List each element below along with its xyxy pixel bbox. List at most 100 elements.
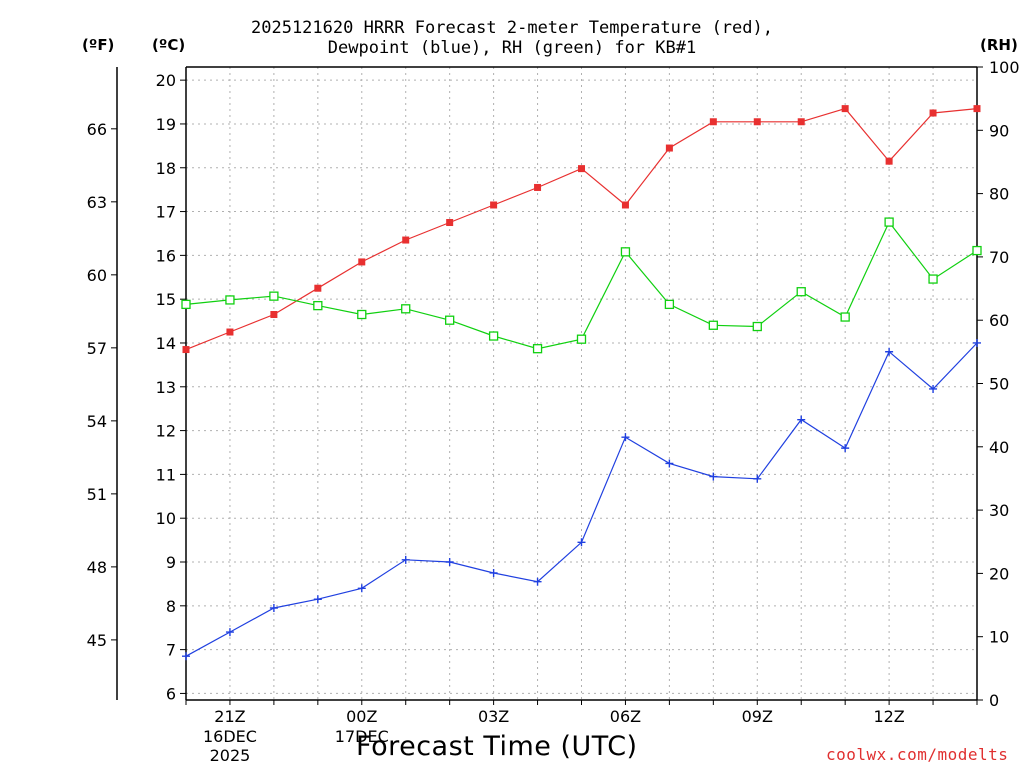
chart-title-line1: 2025121620 HRRR Forecast 2-meter Tempera… <box>251 18 773 38</box>
source-credit: coolwx.com/modelts <box>826 745 1009 764</box>
temperature-point <box>226 328 234 336</box>
temperature-point <box>578 165 585 173</box>
temperature-point <box>490 201 498 209</box>
celsius-tick-label: 6 <box>166 684 176 703</box>
rh-tick-label: 90 <box>989 121 1009 140</box>
fahrenheit-tick-label: 63 <box>87 193 107 212</box>
rh-tick-label: 40 <box>989 438 1009 457</box>
rh-tick-label: 50 <box>989 375 1009 394</box>
rh-point <box>401 304 411 314</box>
x-tick-date-label: 17DEC <box>335 727 389 746</box>
fahrenheit-axis-label: (ºF) <box>82 36 115 54</box>
rh-point <box>225 295 235 305</box>
rh-point <box>708 320 718 330</box>
rh-tick-label: 30 <box>989 501 1009 520</box>
rh-tick-label: 70 <box>989 248 1009 267</box>
dewpoint-point <box>225 628 234 637</box>
fahrenheit-tick-label: 57 <box>87 339 107 358</box>
fahrenheit-tick-label: 66 <box>87 120 107 139</box>
temperature-point <box>665 144 673 152</box>
temperature-point <box>270 311 278 319</box>
rh-point <box>313 300 323 311</box>
x-tick-year-label: 2025 <box>210 746 251 765</box>
temperature-point <box>402 236 410 244</box>
rh-point <box>488 331 499 341</box>
rh-tick-label: 80 <box>989 185 1009 204</box>
celsius-tick-label: 20 <box>156 71 176 90</box>
x-tick-label: 21Z <box>214 707 245 726</box>
celsius-tick-label: 18 <box>156 159 176 178</box>
fahrenheit-tick-label: 54 <box>87 412 107 431</box>
dewpoint-point <box>841 444 850 453</box>
temperature-point <box>534 183 542 191</box>
celsius-tick-label: 11 <box>156 465 176 484</box>
rh-tick-label: 20 <box>989 564 1009 583</box>
dewpoint-point <box>709 472 718 481</box>
rh-point <box>181 299 191 310</box>
rh-point <box>796 287 806 297</box>
dewpoint-point <box>313 595 322 604</box>
fahrenheit-tick-label: 60 <box>87 266 107 285</box>
dewpoint-series <box>182 338 981 661</box>
x-tick-label: 06Z <box>610 707 641 726</box>
fahrenheit-tick-label: 45 <box>87 631 107 650</box>
rh-point <box>884 217 894 227</box>
rh-point <box>532 344 543 354</box>
temperature-point <box>182 346 190 354</box>
temperature-point <box>885 157 893 165</box>
axes: 6 7 8 9 10 11 12 13 14 15 16 17 18 19 20 45 48 51 54 57 60 63… <box>87 58 1020 765</box>
dewpoint-point <box>973 338 981 347</box>
rh-point <box>752 321 762 332</box>
celsius-tick-label: 14 <box>156 334 176 353</box>
rh-tick-label: 10 <box>989 628 1009 647</box>
chart-title-line2: Dewpoint (blue), RH (green) for KB#1 <box>327 38 697 58</box>
celsius-tick-label: 10 <box>156 509 176 528</box>
x-tick-label: 03Z <box>478 707 509 726</box>
series-layer <box>181 105 982 661</box>
temperature-point <box>358 258 366 266</box>
dewpoint-point <box>269 604 278 613</box>
temperature-point <box>314 284 322 292</box>
dewpoint-point <box>885 347 894 356</box>
rh-point <box>928 274 938 284</box>
celsius-tick-label: 8 <box>166 597 176 616</box>
x-tick-date-label: 16DEC <box>203 727 257 746</box>
dewpoint-point <box>621 433 630 442</box>
x-tick-label: 09Z <box>742 707 773 726</box>
dewpoint-point <box>753 474 762 483</box>
temperature-point <box>709 118 717 126</box>
rh-point <box>269 291 279 301</box>
celsius-tick-label: 17 <box>156 203 176 222</box>
x-tick-label: 12Z <box>873 707 904 726</box>
x-axis-title: Forecast Time (UTC) <box>356 731 638 762</box>
temperature-point <box>973 105 981 113</box>
fahrenheit-tick-label: 51 <box>87 485 107 504</box>
rh-point <box>620 247 631 257</box>
rh-axis-label: (RH) <box>980 36 1018 54</box>
dewpoint-point <box>577 538 586 547</box>
dewpoint-point <box>182 652 190 661</box>
temperature-point <box>797 118 805 126</box>
dewpoint-point <box>929 384 938 393</box>
temperature-series <box>182 105 981 354</box>
celsius-axis-label: (ºC) <box>152 36 186 54</box>
rh-tick-label: 100 <box>989 58 1020 77</box>
rh-point <box>664 299 675 310</box>
celsius-tick-label: 15 <box>156 290 176 309</box>
rh-point <box>972 245 982 256</box>
celsius-tick-label: 9 <box>166 553 176 572</box>
rh-point <box>576 334 587 344</box>
celsius-tick-label: 7 <box>166 641 176 660</box>
dewpoint-point <box>401 555 410 564</box>
rh-point <box>840 312 850 322</box>
dewpoint-point <box>797 415 806 424</box>
celsius-tick-label: 12 <box>156 422 176 441</box>
dewpoint-point <box>533 577 542 586</box>
temperature-point <box>841 105 849 113</box>
rh-tick-label: 0 <box>989 691 999 710</box>
temperature-point <box>753 118 761 126</box>
grid-lines <box>185 67 978 700</box>
celsius-tick-label: 13 <box>156 378 176 397</box>
temperature-point <box>929 109 937 117</box>
